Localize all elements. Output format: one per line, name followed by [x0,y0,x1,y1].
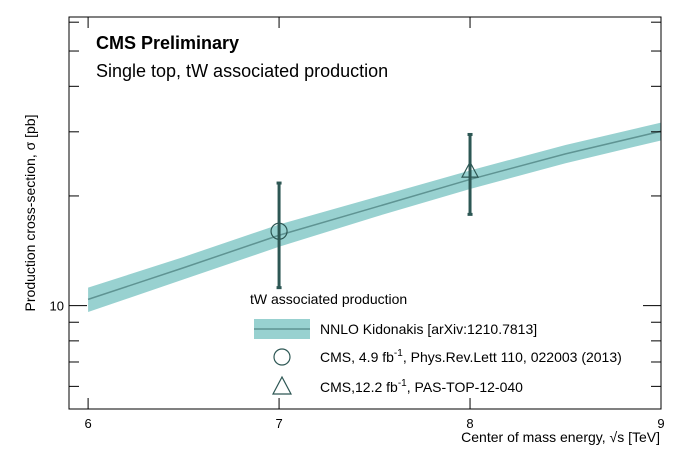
chart-subtitle: Single top, tW associated production [96,61,388,81]
x-axis-label: Center of mass energy, √s [TeV] [461,429,660,445]
legend: tW associated production NNLO Kidonakis … [250,291,622,395]
legend-entry-label: NNLO Kidonakis [arXiv:1210.7813] [320,321,537,337]
theory-band-layer [88,122,661,313]
measurement-2-marker-triangle [461,160,480,178]
y-axis: 10 [50,21,661,387]
theory-line-layer [87,130,662,301]
x-tick-label: 7 [275,416,282,431]
legend-entry-label: CMS, 4.9 fb-1, Phys.Rev.Lett 110, 022003… [320,348,622,365]
legend-entry-text: CMS,12.2 fb [320,379,398,395]
y-axis-label: Production cross-section, σ [pb] [22,115,38,312]
legend-entry-superscript: -1 [394,348,403,359]
theory-band [88,122,661,313]
plot-frame [68,16,662,410]
legend-triangle-marker [272,375,292,395]
x-tick-label: 6 [84,416,91,431]
x-axis: 6 7 8 9 [84,17,665,431]
legend-circle-marker [273,348,291,366]
x-tick-label: 8 [466,416,473,431]
chart-title: CMS Preliminary [96,33,239,53]
legend-entry-superscript: -1 [398,378,407,389]
legend-entry-label: CMS,12.2 fb-1, PAS-TOP-12-040 [320,378,523,395]
legend-entry-text: CMS, 4.9 fb [320,349,394,365]
theory-line [87,130,662,301]
measurement-1-marker-circle [270,222,288,240]
x-tick-label: 9 [657,416,664,431]
legend-entry-text: NNLO Kidonakis [arXiv:1210.7813] [320,321,537,337]
legend-entry-text-rest: , PAS-TOP-12-040 [407,379,523,395]
measurements-layer [270,132,480,290]
legend-entry-text-rest: , Phys.Rev.Lett 110, 022003 (2013) [403,349,622,365]
legend-title: tW associated production [250,291,407,307]
y-tick-label: 10 [50,299,64,314]
